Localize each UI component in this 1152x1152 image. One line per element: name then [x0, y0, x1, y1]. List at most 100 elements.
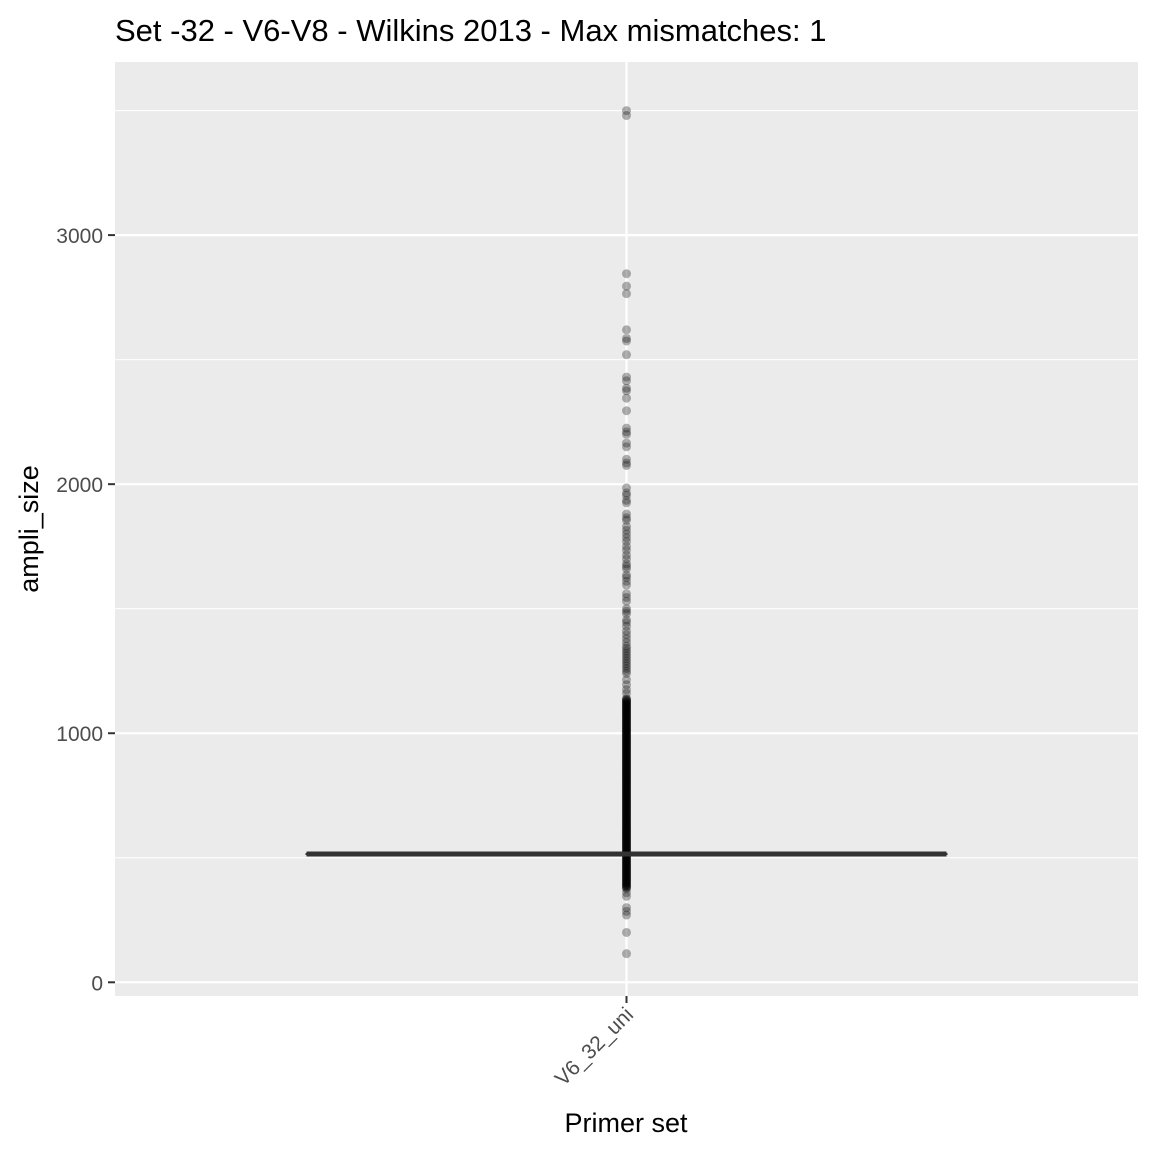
- data-point: [622, 726, 631, 736]
- data-point: [622, 525, 631, 535]
- data-point: [622, 776, 631, 786]
- data-point: [622, 801, 631, 811]
- data-point: [622, 800, 631, 810]
- data-point: [622, 641, 631, 651]
- data-point: [622, 837, 631, 847]
- data-point: [622, 881, 631, 891]
- data-point: [622, 857, 631, 867]
- data-point: [622, 716, 631, 726]
- data-point: [622, 806, 631, 816]
- data-point: [622, 756, 631, 766]
- data-point: [622, 739, 631, 749]
- data-point: [622, 807, 631, 817]
- data-point: [622, 879, 631, 889]
- data-point: [622, 770, 631, 780]
- data-point: [622, 427, 631, 437]
- data-point: [622, 637, 631, 647]
- data-point: [622, 644, 631, 654]
- data-point: [622, 780, 631, 790]
- data-point: [622, 809, 631, 819]
- data-point: [622, 833, 631, 843]
- data-point: [622, 733, 631, 743]
- data-point: [622, 726, 631, 736]
- data-point: [622, 675, 631, 685]
- data-point: [622, 786, 631, 796]
- data-point: [622, 812, 631, 822]
- data-point: [622, 281, 631, 291]
- data-point: [622, 777, 631, 787]
- data-point: [622, 871, 631, 881]
- data-point: [622, 741, 631, 751]
- data-point: [622, 821, 631, 831]
- data-point: [622, 753, 631, 763]
- data-point: [622, 712, 631, 722]
- data-point: [622, 663, 631, 673]
- data-point: [622, 878, 631, 888]
- data-point: [622, 830, 631, 840]
- data-point: [622, 882, 631, 892]
- data-point: [622, 738, 631, 748]
- y-tick-label: 1000: [56, 723, 103, 746]
- data-point: [622, 771, 631, 781]
- data-point: [622, 747, 631, 757]
- data-point: [622, 658, 631, 668]
- data-point: [622, 718, 631, 728]
- x-axis-label: Primer set: [564, 1108, 688, 1138]
- data-point: [622, 536, 631, 546]
- data-point: [622, 831, 631, 841]
- data-point: [622, 688, 631, 698]
- data-point: [622, 570, 631, 580]
- data-point: [622, 615, 631, 625]
- data-point: [622, 723, 631, 733]
- data-point: [622, 750, 631, 760]
- data-point: [622, 856, 631, 866]
- data-point: [622, 862, 631, 872]
- data-point: [622, 816, 631, 826]
- data-point: [622, 592, 631, 602]
- data-point: [622, 728, 631, 738]
- data-point: [622, 706, 631, 716]
- data-point: [622, 842, 631, 852]
- data-point: [622, 715, 631, 725]
- data-point: [622, 809, 631, 819]
- x-tick-label: V6_32_uni: [551, 1003, 638, 1090]
- data-point: [622, 877, 631, 887]
- x-axis: V6_32_uni: [551, 996, 638, 1091]
- data-point: [622, 854, 631, 864]
- data-point: [622, 646, 631, 656]
- data-point: [622, 490, 631, 500]
- data-point: [622, 810, 631, 820]
- data-point: [622, 743, 631, 753]
- data-point: [622, 785, 631, 795]
- data-point: [622, 793, 631, 803]
- data-point: [622, 697, 631, 707]
- data-point: [622, 685, 631, 695]
- data-point: [622, 768, 631, 778]
- data-point: [622, 522, 631, 532]
- data-point: [622, 775, 631, 785]
- data-point: [622, 767, 631, 777]
- data-point: [622, 702, 631, 712]
- data-point: [622, 596, 631, 606]
- data-point: [622, 755, 631, 765]
- data-point: [622, 734, 631, 744]
- data-point: [622, 697, 631, 707]
- data-point: [622, 891, 631, 901]
- data-point: [622, 771, 631, 781]
- data-point: [622, 768, 631, 778]
- data-point: [622, 773, 631, 783]
- data-point: [622, 580, 631, 590]
- data-point: [622, 840, 631, 850]
- data-point: [622, 706, 631, 716]
- data-point: [622, 791, 631, 801]
- data-point: [622, 804, 631, 814]
- data-point: [622, 949, 631, 959]
- data-point: [622, 784, 631, 794]
- data-point: [622, 865, 631, 875]
- data-point: [622, 376, 631, 386]
- data-point: [622, 715, 631, 725]
- data-point: [622, 460, 631, 470]
- data-point: [622, 903, 631, 913]
- data-point: [622, 838, 631, 848]
- data-point: [622, 700, 631, 710]
